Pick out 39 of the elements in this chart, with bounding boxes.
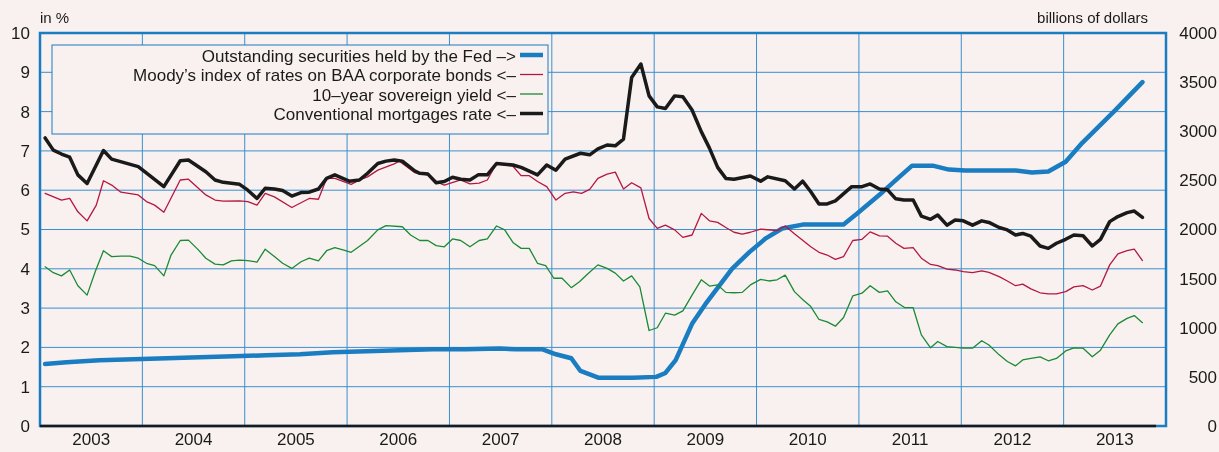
- y-tick-label: 10: [11, 23, 30, 43]
- x-tick-label: 2009: [686, 430, 725, 449]
- legend-label: Conventional mortgages rate <–: [273, 105, 517, 125]
- y-tick-label: 8: [20, 102, 30, 122]
- y2-tick-label: 2500: [1179, 171, 1217, 191]
- y2-tick-label: 1500: [1179, 269, 1217, 289]
- line-series: [44, 160, 1144, 295]
- x-tick-label: 2008: [584, 430, 622, 449]
- x-tick-label: 2003: [72, 430, 111, 449]
- x-tick-label: 2006: [379, 430, 418, 449]
- y2-tick-label: 3500: [1179, 73, 1217, 93]
- legend-label: 10–year sovereign yield <–: [312, 85, 517, 105]
- x-tick-label: 2005: [277, 430, 315, 449]
- y-tick-label: 2: [20, 338, 30, 358]
- x-tick-label: 2013: [1095, 430, 1134, 449]
- y-tick-label: 4: [20, 259, 30, 279]
- y2-tick-label: 1000: [1179, 318, 1217, 338]
- y2-tick-label: 2000: [1179, 220, 1217, 240]
- y2-tick-label: 500: [1188, 367, 1217, 387]
- y-tick-label: 3: [20, 299, 30, 319]
- line-series: [44, 224, 1144, 367]
- y-tick-label: 9: [20, 63, 30, 83]
- y-tick-label: 6: [20, 181, 30, 201]
- y-tick-label: 5: [20, 220, 30, 240]
- x-tick-label: 2007: [481, 430, 520, 449]
- x-tick-label: 2004: [174, 430, 213, 449]
- legend-label: Moody’s index of rates on BAA corporate bonds <–: [133, 66, 517, 86]
- y2-tick-label: 3000: [1179, 122, 1217, 142]
- y2-tick-label: 4000: [1179, 23, 1217, 43]
- x-tick-label: 2010: [788, 430, 827, 449]
- legend-label: Outstanding securities held by the Fed –>: [201, 46, 517, 66]
- y2-axis-title: billions of dollars: [1037, 9, 1148, 26]
- y-axis-title: in %: [40, 9, 70, 26]
- y-tick-label: 0: [20, 416, 30, 436]
- y-tick-label: 7: [20, 141, 30, 161]
- x-tick-label: 2012: [993, 430, 1032, 449]
- y-tick-label: 1: [20, 377, 30, 397]
- y2-tick-label: 0: [1207, 416, 1217, 436]
- x-tick-label: 2011: [891, 430, 929, 449]
